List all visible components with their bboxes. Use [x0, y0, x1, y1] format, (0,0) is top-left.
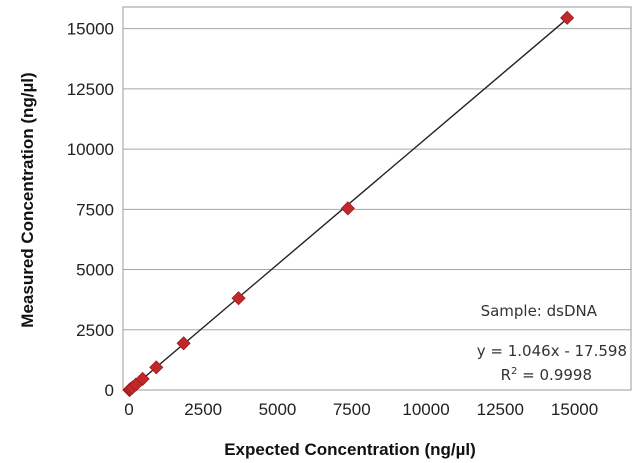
y-axis-title: Measured Concentration (ng/µl) — [18, 72, 37, 327]
y-tick-label: 7500 — [76, 200, 114, 219]
y-tick-label: 15000 — [67, 20, 114, 39]
plot-area-border — [122, 6, 632, 391]
data-point — [176, 336, 191, 351]
x-tick-label: 15000 — [551, 400, 598, 419]
y-tick-label: 12500 — [67, 80, 114, 99]
data-point — [560, 10, 575, 25]
data-point — [135, 371, 150, 386]
data-point — [231, 291, 246, 306]
x-tick-label: 12500 — [477, 400, 524, 419]
y-tick-label: 0 — [105, 381, 114, 400]
regression-equation: y = 1.046x - 17.598 — [477, 342, 627, 360]
y-tick-labels: 0 2500 5000 7500 10000 12500 15000 — [67, 20, 114, 400]
x-tick-label: 7500 — [333, 400, 371, 419]
x-tick-label: 10000 — [402, 400, 449, 419]
r2-value: = 0.9998 — [517, 366, 592, 384]
r-squared-annotation: R2 = 0.9998 — [501, 366, 592, 384]
x-tick-label: 0 — [124, 400, 133, 419]
y-tick-label: 10000 — [67, 140, 114, 159]
r2-prefix: R — [501, 366, 511, 384]
data-point — [340, 201, 355, 216]
r2-superscript: 2 — [511, 366, 517, 377]
x-axis-title: Expected Concentration (ng/µl) — [224, 440, 476, 459]
sample-annotation: Sample: dsDNA — [481, 302, 598, 320]
x-tick-label: 2500 — [184, 400, 222, 419]
data-points — [122, 10, 575, 398]
x-tick-label: 5000 — [259, 400, 297, 419]
data-point — [149, 360, 164, 375]
y-tick-label: 2500 — [76, 321, 114, 340]
x-tick-labels: 0 2500 5000 7500 10000 12500 15000 — [124, 400, 598, 419]
grid-lines — [123, 28, 631, 331]
y-tick-label: 5000 — [76, 261, 114, 280]
